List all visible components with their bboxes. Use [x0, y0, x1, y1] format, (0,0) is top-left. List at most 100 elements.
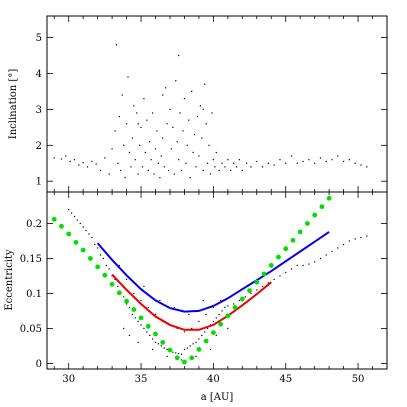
bottom-data-point [331, 250, 333, 253]
bottom-data-point [198, 338, 200, 340]
bottom-data-point [285, 271, 287, 274]
green-dotted-point [247, 288, 252, 294]
top-data-point [176, 141, 178, 143]
green-dotted-point [174, 355, 180, 361]
top-data-point [296, 162, 298, 164]
top-data-point [238, 159, 241, 161]
bottom-data-point [215, 317, 217, 319]
bottom-data-point [143, 285, 145, 288]
top-data-point [157, 162, 160, 164]
top-y-tick-label: 2 [36, 141, 42, 152]
top-data-point [246, 162, 248, 164]
top-data-point [201, 137, 203, 139]
bottom-data-point [149, 334, 151, 337]
top-data-point [191, 90, 193, 93]
top-data-point [188, 119, 190, 121]
bottom-data-point [154, 313, 157, 316]
bottom-data-point [209, 348, 212, 351]
top-data-point [108, 173, 110, 175]
bottom-data-point [97, 247, 99, 249]
top-data-point [212, 159, 214, 161]
green-dotted-point [203, 338, 209, 344]
top-data-point [208, 144, 210, 146]
bottom-data-point [348, 240, 350, 242]
top-data-point [215, 151, 217, 154]
top-data-point [154, 148, 157, 150]
green-dotted-point [290, 237, 296, 243]
bottom-data-point [195, 341, 197, 344]
top-data-point [133, 105, 135, 107]
bottom-data-point [302, 264, 304, 267]
green-dotted-point [297, 229, 303, 235]
top-data-point [227, 159, 229, 161]
green-dotted-point [51, 216, 57, 222]
bottom-data-point [131, 313, 133, 316]
top-data-point [167, 169, 170, 172]
top-data-point [104, 157, 106, 159]
top-data-point [153, 173, 155, 175]
top-data-point [366, 166, 368, 168]
bottom-data-point [176, 327, 178, 330]
top-data-point [285, 162, 287, 164]
top-data-point [273, 164, 275, 166]
top-data-point [152, 112, 154, 114]
green-dotted-point [232, 305, 238, 310]
bottom-data-point [314, 261, 316, 263]
green-dotted-point [182, 359, 187, 365]
top-data-point [193, 133, 196, 136]
bottom-data-point [166, 355, 168, 358]
red-curve [111, 273, 272, 331]
bottom-data-point [238, 299, 241, 302]
bottom-data-point [137, 341, 139, 344]
bottom-data-point [366, 235, 368, 237]
bottom-data-point [256, 289, 258, 291]
top-data-point [121, 94, 123, 96]
bottom-data-point [227, 327, 229, 330]
top-data-point [308, 159, 310, 161]
green-dotted-point [102, 272, 108, 278]
top-data-point [186, 144, 188, 146]
top-data-point [162, 94, 164, 96]
bottom-panel: 30 35 40 45 50 0 0.05 0.1 0.15 0.2 [20, 192, 387, 385]
top-y-tick-label: 5 [36, 33, 42, 44]
top-data-point [319, 157, 322, 159]
bottom-data-point [212, 306, 214, 309]
bottom-data-point [128, 306, 131, 309]
bottom-y-tick-label: 0 [36, 359, 42, 370]
green-dotted-point [312, 212, 318, 218]
bottom-data-point [342, 243, 345, 246]
bottom-data-point [82, 226, 84, 228]
bottom-data-point [218, 313, 220, 316]
top-data-point [256, 160, 258, 163]
bottom-data-point [296, 264, 298, 267]
top-data-point [182, 130, 184, 132]
green-dotted-point [88, 256, 93, 261]
bottom-data-point [188, 313, 190, 316]
top-data-point [218, 169, 220, 172]
top-data-point [120, 169, 122, 172]
bottom-data-point [152, 338, 154, 340]
bottom-data-point [183, 348, 186, 351]
top-y-tick-label: 1 [36, 177, 42, 188]
green-dotted-point [189, 355, 195, 361]
top-data-point [354, 162, 356, 164]
bottom-data-point [205, 313, 207, 316]
top-y-axis-title: Inclination [°] [8, 69, 19, 140]
top-data-point [91, 160, 93, 163]
bottom-data-point [204, 331, 206, 333]
top-data-point [131, 137, 133, 139]
bottom-data-point [180, 359, 183, 361]
top-data-point [342, 160, 345, 163]
top-data-point [86, 166, 89, 168]
green-dotted-point [66, 231, 72, 237]
top-data-point [134, 159, 136, 161]
bottom-data-point [154, 341, 157, 344]
bottom-data-point [137, 320, 139, 323]
top-data-point [241, 169, 243, 172]
bottom-data-point [85, 229, 87, 232]
green-dotted-point [319, 204, 325, 210]
top-data-point [224, 166, 226, 168]
green-dotted-point [239, 296, 245, 302]
green-dotted-point [261, 271, 267, 277]
bottom-data-point [337, 247, 339, 249]
